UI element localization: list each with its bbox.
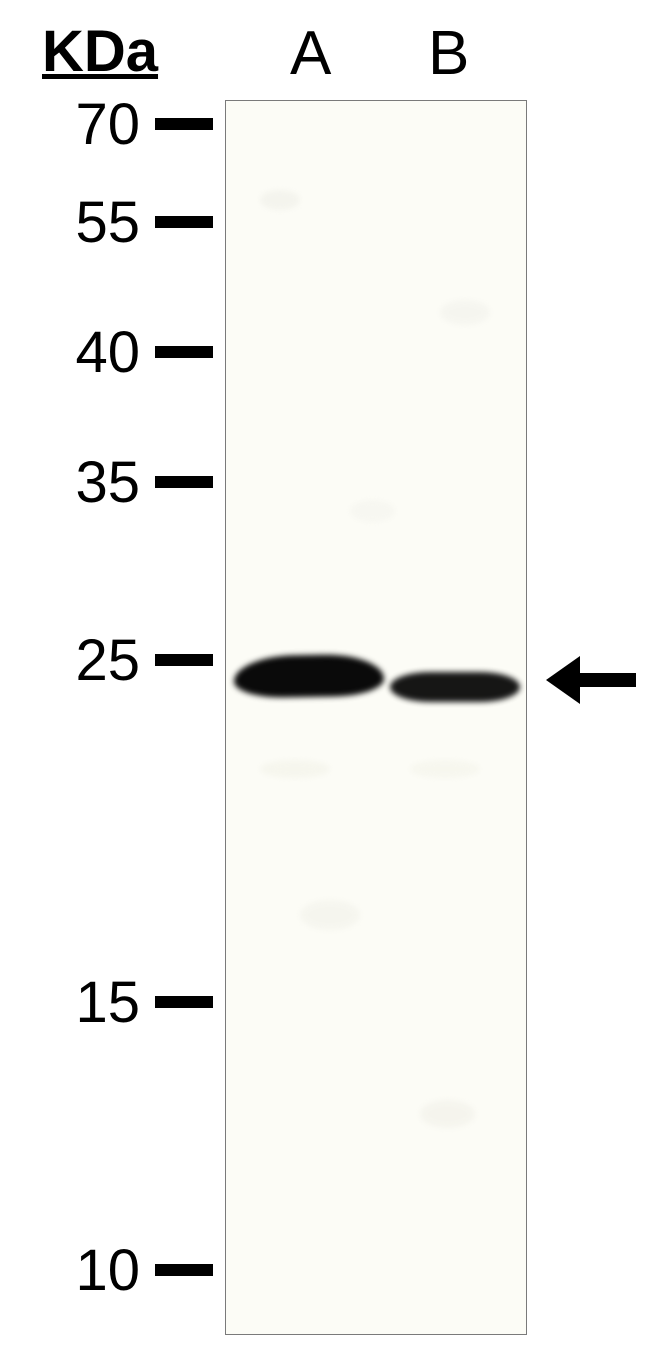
marker-label-35: 35 <box>30 449 140 516</box>
band-lane-b <box>390 672 520 702</box>
marker-label-25: 25 <box>30 627 140 694</box>
marker-tick-10 <box>155 1264 213 1276</box>
western-blot-figure: KDa A B 70 55 40 35 25 15 10 <box>0 0 650 1363</box>
marker-tick-55 <box>155 216 213 228</box>
arrow-head-icon <box>546 656 580 704</box>
membrane-noise <box>300 900 360 930</box>
lane-label-b: B <box>428 18 469 89</box>
membrane-noise <box>440 300 490 325</box>
marker-tick-40 <box>155 346 213 358</box>
marker-label-70: 70 <box>30 91 140 158</box>
axis-header: KDa <box>42 18 158 85</box>
membrane-noise <box>420 1100 475 1128</box>
band-lane-a <box>234 654 384 699</box>
marker-tick-70 <box>155 118 213 130</box>
marker-label-15: 15 <box>30 969 140 1036</box>
membrane-noise <box>260 760 330 778</box>
membrane-noise <box>410 760 480 778</box>
marker-tick-35 <box>155 476 213 488</box>
marker-label-40: 40 <box>30 319 140 386</box>
marker-label-55: 55 <box>30 189 140 256</box>
marker-tick-25 <box>155 654 213 666</box>
marker-tick-15 <box>155 996 213 1008</box>
membrane-noise <box>350 500 395 522</box>
lane-label-a: A <box>290 18 331 89</box>
arrow-shaft <box>576 673 636 687</box>
blot-membrane <box>225 100 527 1335</box>
marker-label-10: 10 <box>30 1237 140 1304</box>
membrane-noise <box>260 190 300 210</box>
